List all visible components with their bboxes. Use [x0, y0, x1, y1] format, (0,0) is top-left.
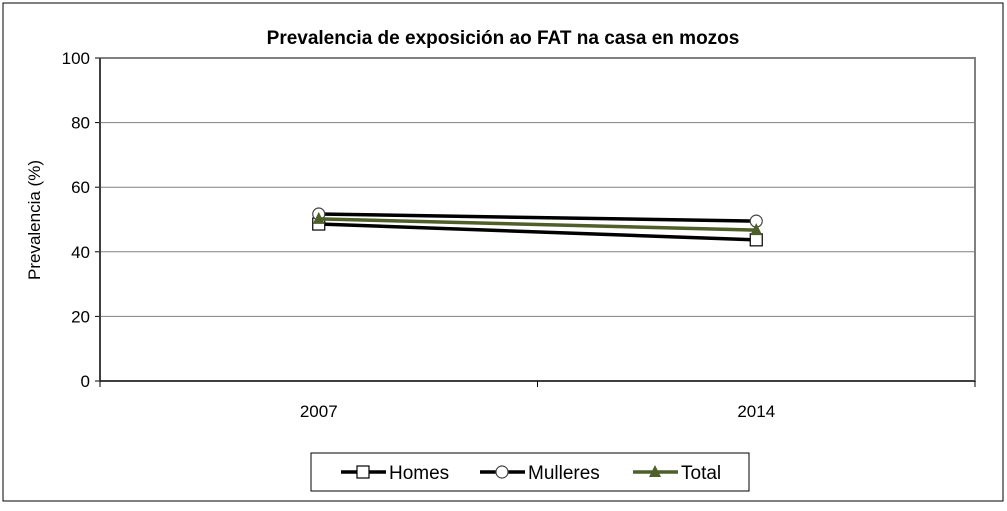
- triangle-marker: [649, 465, 661, 477]
- series-line: [318, 212, 757, 223]
- series-homes: [312, 217, 763, 247]
- triangle-marker: [312, 211, 325, 224]
- legend-item: Mulleres: [480, 463, 600, 484]
- chart-title: Prevalencia de exposición ao FAT na casa…: [267, 28, 740, 49]
- legend-label: Mulleres: [528, 463, 600, 484]
- triangle-marker: [750, 223, 763, 236]
- y-tick-label: 40: [71, 243, 90, 262]
- square-marker: [749, 233, 763, 247]
- circle-marker: [495, 465, 509, 479]
- legend-item: Homes: [341, 463, 449, 484]
- y-tick-label: 80: [71, 114, 90, 133]
- y-tick-label: 20: [71, 307, 90, 326]
- x-tick-label: 2007: [300, 402, 338, 421]
- legend-item: Total: [633, 463, 721, 484]
- y-tick-label: 100: [62, 49, 90, 68]
- y-axis-label: Prevalencia (%): [25, 160, 44, 280]
- y-tick-label: 60: [71, 178, 90, 197]
- legend-label: Homes: [389, 463, 449, 484]
- x-tick-label: 2014: [737, 402, 775, 421]
- legend-label: Total: [681, 463, 721, 484]
- series-line: [318, 217, 757, 232]
- series-total: [312, 211, 763, 236]
- series-line: [318, 222, 757, 242]
- y-tick-label: 0: [81, 372, 90, 391]
- square-marker: [356, 465, 370, 479]
- legend: Homes Mulleres Total: [310, 452, 750, 492]
